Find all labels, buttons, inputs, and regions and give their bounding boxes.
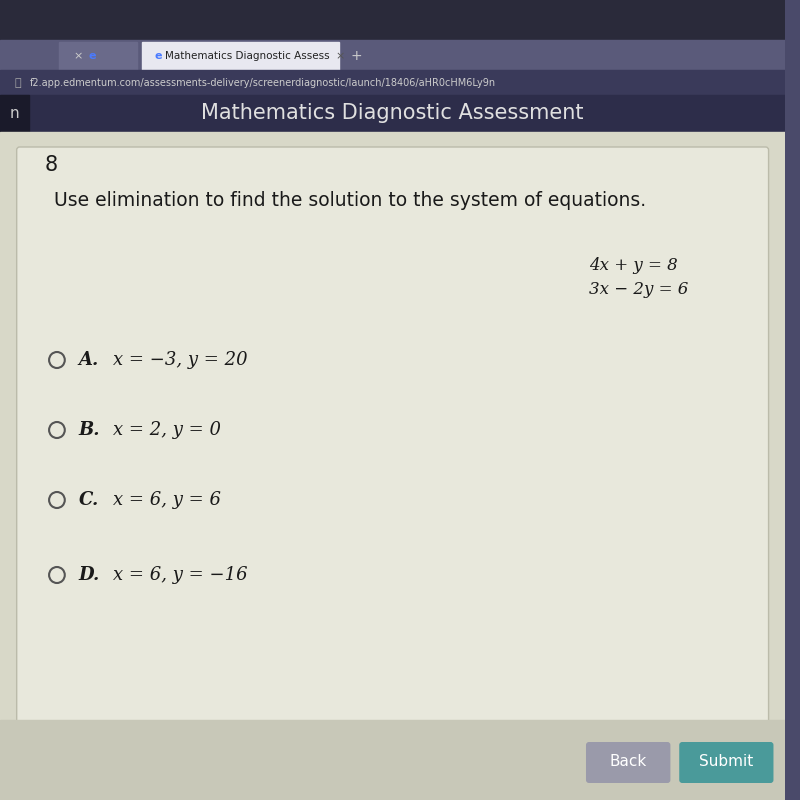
Text: Back: Back [610,754,647,770]
FancyBboxPatch shape [586,742,670,783]
Text: Mathematics Diagnostic Assessment: Mathematics Diagnostic Assessment [202,103,584,123]
Text: e: e [88,51,96,61]
Bar [59,42,138,70]
Text: n: n [10,106,19,121]
Text: 🔒: 🔒 [14,78,22,88]
Text: ×: × [336,51,345,61]
Text: e: e [154,51,162,61]
Text: x = −3, y = 20: x = −3, y = 20 [113,351,247,369]
FancyBboxPatch shape [679,742,774,783]
Bar [0,0,786,40]
Text: f2.app.edmentum.com/assessments-delivery/screenerdiagnostic/launch/18406/aHR0cHM: f2.app.edmentum.com/assessments-delivery… [30,78,495,88]
Text: Submit: Submit [699,754,754,770]
Text: Use elimination to find the solution to the system of equations.: Use elimination to find the solution to … [54,190,646,210]
Text: x = 6, y = 6: x = 6, y = 6 [113,491,221,509]
Bar [0,132,786,800]
Bar [0,95,786,132]
Text: x = 2, y = 0: x = 2, y = 0 [113,421,221,439]
Text: 4x + y = 8: 4x + y = 8 [589,257,678,274]
Text: 8: 8 [44,155,58,175]
Bar [0,40,786,70]
Text: D.: D. [78,566,100,584]
Text: Mathematics Diagnostic Assess: Mathematics Diagnostic Assess [165,51,330,61]
Text: B.: B. [78,421,100,439]
FancyBboxPatch shape [17,147,769,723]
Text: ×: × [74,51,83,61]
Text: x = 6, y = −16: x = 6, y = −16 [113,566,247,584]
Text: +: + [350,49,362,63]
Bar [142,42,338,70]
Text: C.: C. [78,491,98,509]
Bar [0,720,786,800]
Text: 3x − 2y = 6: 3x − 2y = 6 [589,282,688,298]
Text: A.: A. [78,351,98,369]
Bar [0,70,786,95]
Bar [0,95,30,132]
